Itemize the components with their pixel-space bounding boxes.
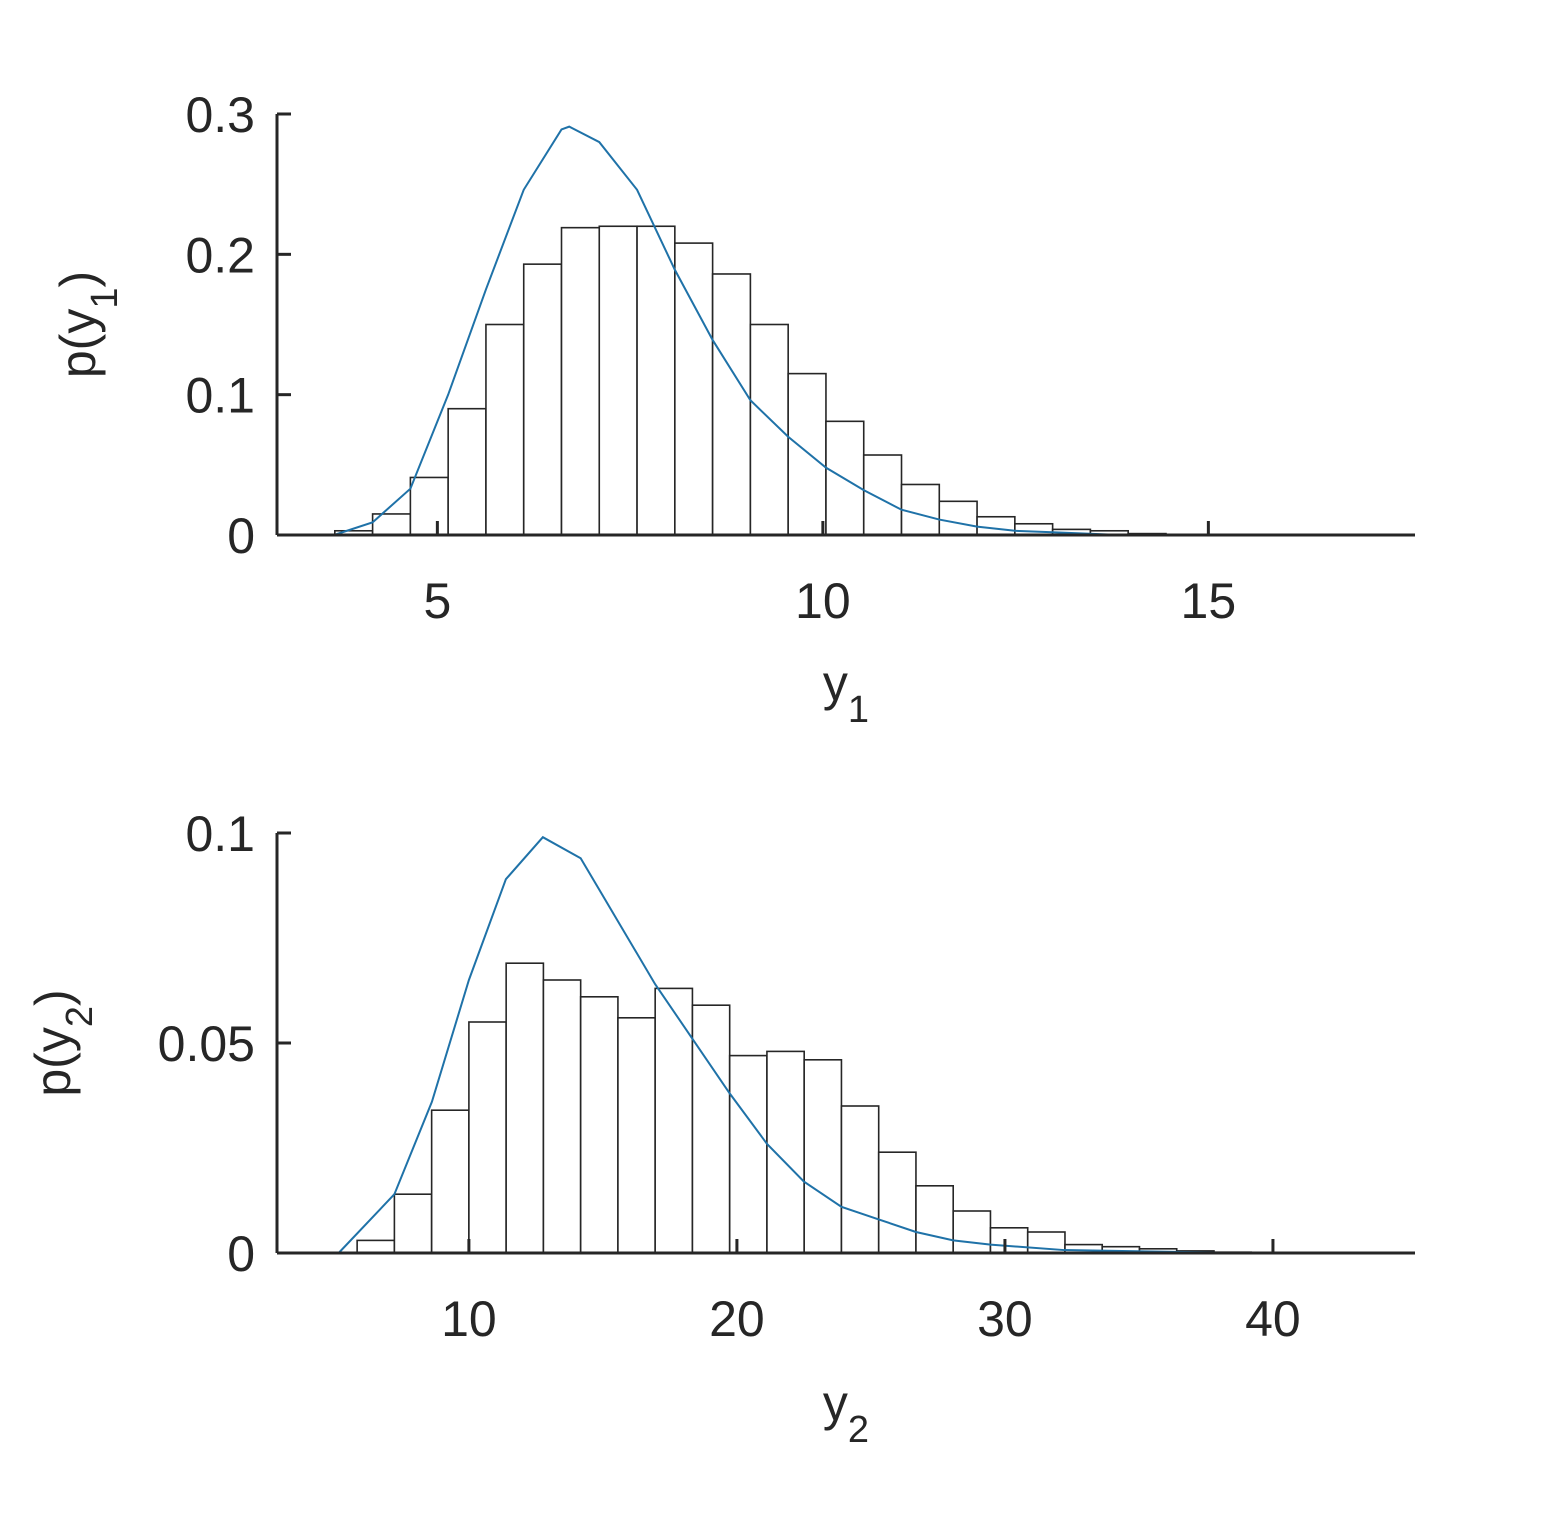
y-label-close: ) (25, 989, 81, 1006)
x-tick-label: 40 (1245, 1291, 1301, 1347)
bar (976, 515, 1016, 536)
y-tick-label: 0.05 (158, 1016, 255, 1072)
x-tick-label: 10 (441, 1291, 497, 1347)
bar (952, 1210, 992, 1254)
y-label-text: p(y (25, 1027, 81, 1096)
y-axis-label: p(y2) (25, 989, 101, 1096)
bar (654, 987, 694, 1254)
bar (560, 226, 601, 536)
density-curve (333, 125, 1121, 536)
y-tick-label: 0.2 (185, 227, 255, 283)
y-axis-label: p(y1) (50, 271, 126, 378)
bar (728, 1054, 768, 1254)
bar (877, 1151, 917, 1254)
x-label-subscript: 1 (848, 689, 869, 731)
x-tick-label: 5 (423, 573, 451, 629)
bar (787, 372, 827, 536)
bar (447, 407, 487, 536)
x-label-text: y (823, 655, 848, 711)
bar (617, 1016, 656, 1254)
x-tick-label: 30 (977, 1291, 1033, 1347)
bar (674, 242, 714, 536)
bar (840, 1105, 880, 1254)
bar (862, 454, 903, 536)
bar (485, 323, 525, 536)
y-label-text: p(y (50, 309, 106, 378)
bar (749, 323, 789, 536)
bar (938, 500, 978, 536)
bar (900, 483, 941, 536)
bar (409, 476, 449, 536)
bar (711, 273, 752, 536)
x-axis-label: y1 (823, 655, 869, 731)
bar (915, 1185, 955, 1254)
x-tick-label: 15 (1181, 573, 1237, 629)
y-label-close: ) (50, 271, 106, 288)
y-tick-label: 0 (227, 1226, 255, 1282)
bar (393, 1193, 433, 1254)
y-tick-label: 0.1 (185, 806, 255, 862)
bar (598, 225, 638, 536)
x-axis-label: y2 (823, 1375, 869, 1451)
x-tick-label: 20 (709, 1291, 765, 1347)
bar (430, 1109, 470, 1254)
bar (989, 1227, 1029, 1254)
bar (468, 1021, 507, 1254)
x-label-subscript: 2 (848, 1409, 869, 1451)
bar (636, 225, 676, 536)
y-label-subscript: 2 (59, 1006, 101, 1027)
bar (803, 1059, 843, 1254)
bar (691, 1004, 731, 1254)
bar (356, 1239, 396, 1254)
density-curve (337, 835, 1249, 1254)
bar (522, 263, 563, 536)
y-tick-label: 0 (227, 508, 255, 564)
x-label-text: y (823, 1375, 848, 1431)
y-tick-label: 0.3 (185, 87, 255, 143)
bar (505, 962, 545, 1254)
x-tick-label: 10 (795, 573, 851, 629)
bar (542, 979, 582, 1254)
bar (579, 995, 619, 1254)
y-label-subscript: 1 (84, 288, 126, 309)
y-tick-label: 0.1 (185, 368, 255, 424)
bar (766, 1050, 805, 1254)
bar (1014, 522, 1054, 536)
